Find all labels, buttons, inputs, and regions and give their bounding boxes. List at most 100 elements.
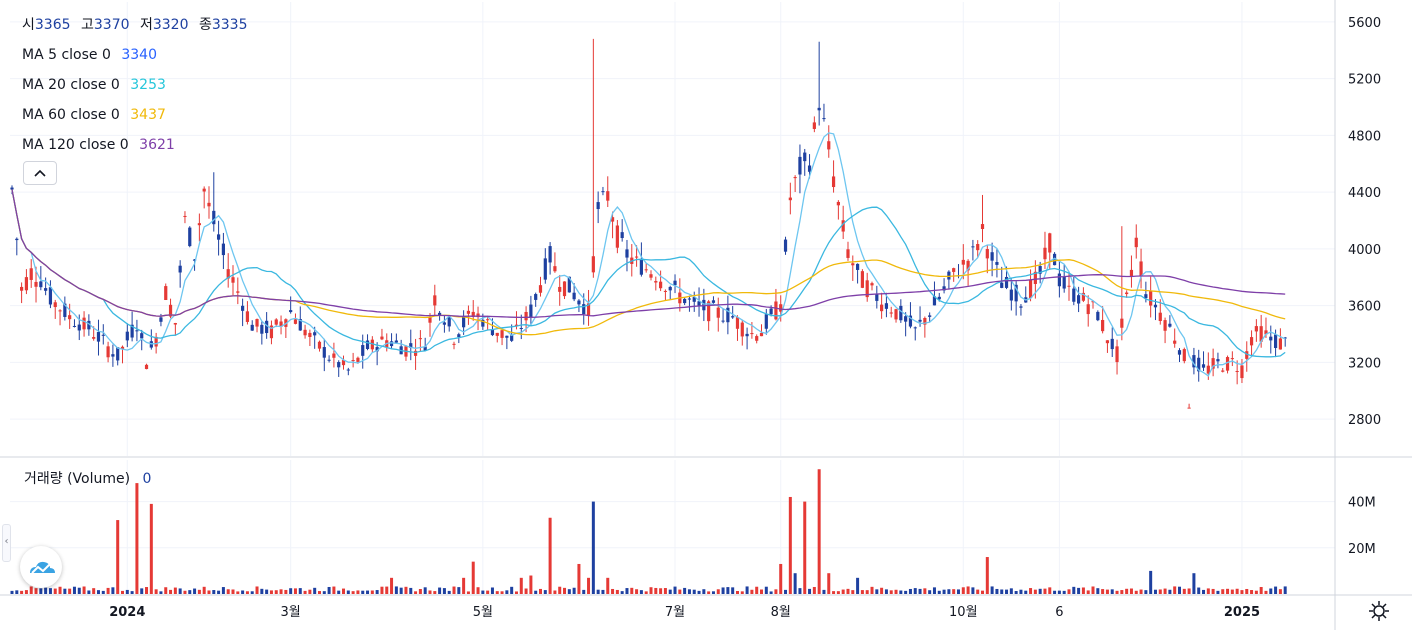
volume-bar bbox=[404, 586, 408, 594]
volume-bar bbox=[961, 587, 965, 594]
candle-body bbox=[601, 191, 605, 193]
volume-bar bbox=[452, 586, 456, 594]
ma-20-line bbox=[11, 189, 1286, 358]
candle-body bbox=[961, 259, 965, 265]
volume-bar bbox=[346, 590, 350, 594]
candle-body bbox=[1245, 351, 1249, 359]
chart-settings-button[interactable] bbox=[1366, 598, 1392, 624]
candle-body bbox=[1273, 334, 1278, 349]
indicator-ma20[interactable]: MA 20 close 0 3253 bbox=[22, 70, 253, 100]
legend-collapse-button[interactable] bbox=[23, 161, 57, 185]
candle-body bbox=[77, 324, 81, 331]
candle-body bbox=[692, 297, 696, 302]
candle-body bbox=[836, 201, 840, 206]
candle-body bbox=[735, 317, 740, 329]
volume-bar bbox=[601, 589, 605, 594]
candle-body bbox=[365, 340, 370, 349]
volume-bar bbox=[1129, 588, 1133, 594]
volume-bar bbox=[414, 591, 418, 594]
candle-body bbox=[855, 263, 860, 270]
volume-bar bbox=[702, 589, 706, 594]
indicator-ma5[interactable]: MA 5 close 0 3340 bbox=[22, 40, 253, 70]
volume-bar bbox=[433, 591, 437, 594]
candle-body bbox=[1149, 291, 1153, 306]
volume-bar bbox=[1005, 589, 1009, 594]
candle-body bbox=[663, 290, 668, 292]
candle-body bbox=[20, 286, 24, 291]
candle-body bbox=[625, 249, 629, 258]
volume-bar bbox=[135, 483, 139, 594]
candle-body bbox=[740, 322, 744, 337]
close-label: 종 bbox=[198, 17, 212, 33]
candle-body bbox=[1206, 365, 1210, 374]
volume-bar bbox=[875, 589, 879, 594]
candle-body bbox=[538, 285, 543, 293]
volume-bar bbox=[1053, 590, 1057, 594]
volume-bar bbox=[779, 563, 783, 594]
volume-bar bbox=[731, 587, 735, 594]
volume-bar bbox=[106, 587, 110, 594]
time-tick-label: 3월 bbox=[281, 605, 301, 620]
candle-body bbox=[351, 360, 355, 362]
volume-label: 거래량 (Volume) bbox=[24, 471, 131, 487]
candle-body bbox=[29, 268, 33, 280]
candle-body bbox=[1173, 340, 1177, 344]
candle-body bbox=[293, 319, 298, 324]
volume-legend[interactable]: 거래량 (Volume) 0 bbox=[24, 466, 159, 492]
candle-body bbox=[341, 360, 346, 366]
volume-bar bbox=[284, 589, 288, 594]
volume-bar bbox=[332, 586, 336, 594]
tradingview-logo-button[interactable] bbox=[20, 546, 62, 588]
candle-body bbox=[92, 337, 96, 339]
volume-bar bbox=[908, 588, 912, 594]
volume-bar bbox=[317, 591, 321, 594]
volume-bar bbox=[668, 589, 672, 594]
candle-body bbox=[918, 319, 922, 322]
candle-body bbox=[586, 303, 591, 316]
volume-bar bbox=[1134, 590, 1138, 594]
candle-body bbox=[255, 319, 259, 327]
volume-bar bbox=[486, 590, 490, 594]
candle-body bbox=[39, 281, 43, 288]
candle-body bbox=[567, 276, 571, 293]
indicator-ma120[interactable]: MA 120 close 0 3621 bbox=[22, 130, 253, 160]
candle-body bbox=[303, 329, 307, 336]
candle-body bbox=[865, 280, 869, 298]
candle-body bbox=[668, 286, 672, 291]
volume-bar bbox=[995, 588, 999, 594]
volume-bar bbox=[10, 590, 14, 594]
indicator-ma60[interactable]: MA 60 close 0 3437 bbox=[22, 100, 253, 130]
candle-body bbox=[500, 330, 504, 338]
candle-body bbox=[346, 369, 350, 371]
candle-body bbox=[144, 364, 149, 370]
volume-bar bbox=[635, 589, 639, 594]
candle-body bbox=[1019, 306, 1023, 308]
volume-bar bbox=[178, 588, 182, 594]
candle-body bbox=[1139, 261, 1143, 276]
volume-bar bbox=[822, 589, 826, 594]
candle-body bbox=[942, 286, 946, 291]
volume-bar bbox=[534, 590, 538, 594]
candle-body bbox=[1225, 357, 1230, 371]
volume-bar bbox=[1192, 573, 1196, 594]
volume-bar bbox=[356, 590, 360, 594]
volume-bar bbox=[606, 577, 610, 594]
side-panel-handle[interactable]: ‹ bbox=[2, 524, 11, 562]
volume-bar bbox=[1197, 587, 1201, 594]
candle-body bbox=[880, 304, 884, 312]
candle-body bbox=[1192, 355, 1196, 368]
volume-bar bbox=[1153, 589, 1157, 594]
volume-bar bbox=[183, 590, 187, 594]
candle-body bbox=[615, 225, 619, 248]
candle-body bbox=[438, 312, 442, 316]
volume-bar bbox=[932, 587, 936, 594]
volume-bar bbox=[409, 587, 413, 594]
volume-bar bbox=[145, 587, 149, 594]
volume-bar bbox=[250, 591, 254, 594]
candle-body bbox=[591, 256, 595, 273]
indicator-value: 3621 bbox=[139, 137, 175, 153]
volume-bar bbox=[1144, 590, 1148, 594]
volume-bar bbox=[755, 586, 759, 594]
